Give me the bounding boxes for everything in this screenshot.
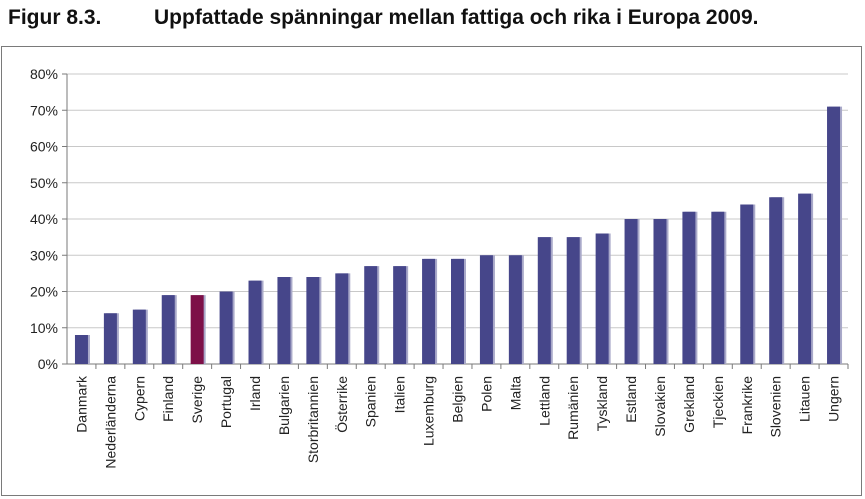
bar xyxy=(248,280,262,364)
bar xyxy=(132,309,146,364)
bar xyxy=(711,211,725,364)
bar-chart: 0% 10% 20% 30% 40% 50% 60% 70% 80% Danmark Nederlä… xyxy=(30,66,849,469)
bar xyxy=(624,219,638,364)
bar xyxy=(537,237,551,364)
bar xyxy=(364,266,378,364)
x-tick-label: Lettland xyxy=(536,376,552,426)
bar xyxy=(508,255,522,364)
figure-header: Figur 8.3. Uppfattade spänningar mellan … xyxy=(0,0,865,40)
x-tick-label: Malta xyxy=(507,376,523,410)
x-tick-label: Grekland xyxy=(681,376,697,433)
x-tick-label: Danmark xyxy=(73,375,89,433)
y-tick-label: 30% xyxy=(30,247,58,263)
bar xyxy=(393,266,407,364)
x-tick-label: Tyskland xyxy=(594,376,610,431)
x-tick-label: Portugal xyxy=(218,376,234,428)
bar xyxy=(566,237,580,364)
y-tick-label: 0% xyxy=(38,356,58,372)
y-tick-label: 20% xyxy=(30,284,58,300)
x-tick-label: Rumänien xyxy=(565,376,581,440)
x-tick-label: Slovenien xyxy=(768,376,784,438)
x-tick-label: Spanien xyxy=(363,376,379,427)
y-tick-label: 40% xyxy=(30,211,58,227)
bar xyxy=(422,258,436,364)
bar xyxy=(277,277,291,364)
bar xyxy=(595,233,609,364)
figure-label: Figur 8.3. xyxy=(8,6,102,29)
figure-title: Uppfattade spänningar mellan fattiga och… xyxy=(154,6,759,29)
x-tick-label: Irland xyxy=(247,376,263,411)
x-tick-label: Bulgarien xyxy=(276,376,292,435)
bar xyxy=(451,258,464,364)
x-tick-label: Nederländerna xyxy=(102,376,118,469)
x-tick-label: Slovakien xyxy=(652,376,668,437)
bar xyxy=(769,197,783,364)
x-tick-label: Storbritannien xyxy=(305,376,321,463)
y-tick-label: 70% xyxy=(30,102,58,118)
x-tick-label: Cypern xyxy=(131,376,147,421)
x-tick-label: Tjeckien xyxy=(710,376,726,428)
bar xyxy=(682,211,696,364)
x-tick-label: Finland xyxy=(160,376,176,422)
x-tick-label: Polen xyxy=(478,376,494,412)
x-tick-label: Österrike xyxy=(333,376,350,433)
bar xyxy=(103,313,117,364)
x-tick-label: Luxemburg xyxy=(421,376,437,446)
x-tick-label: Belgien xyxy=(450,376,466,423)
x-tick-label: Italien xyxy=(392,376,408,413)
chart-frame: 0% 10% 20% 30% 40% 50% 60% 70% 80% Danmark Nederlä… xyxy=(1,46,862,496)
bar xyxy=(219,291,233,364)
bar xyxy=(74,335,88,364)
bar xyxy=(479,255,493,364)
bar xyxy=(190,295,204,364)
y-tick-label: 10% xyxy=(30,320,58,336)
bar xyxy=(653,219,667,364)
bar xyxy=(161,295,175,364)
x-tick-label: Frankrike xyxy=(739,376,755,435)
bar xyxy=(306,277,320,364)
x-tick-label: Sverige xyxy=(189,376,205,424)
x-tick-label: Ungern xyxy=(826,376,842,422)
y-tick-label: 50% xyxy=(30,175,58,191)
bar xyxy=(335,273,349,364)
y-tick-label: 80% xyxy=(30,66,58,82)
bar xyxy=(740,204,754,364)
x-tick-label: Estland xyxy=(623,376,639,423)
bar xyxy=(827,106,841,364)
x-tick-label: Litauen xyxy=(797,376,813,422)
y-tick-label: 60% xyxy=(30,139,58,155)
bar xyxy=(798,193,812,364)
